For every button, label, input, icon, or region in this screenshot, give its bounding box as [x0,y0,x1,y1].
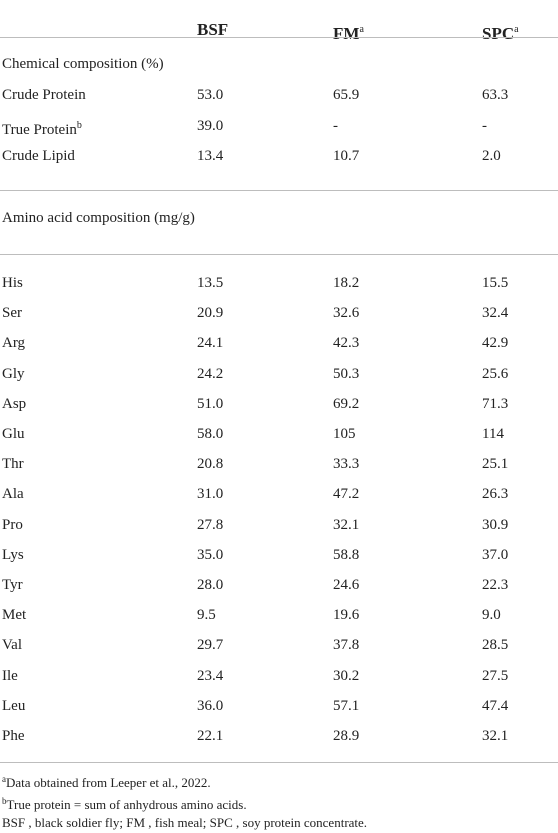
row-label: His [2,275,23,291]
footnote-abbreviations: BSF , black soldier fly; FM , fish meal;… [2,815,368,830]
cell-spc: 71.3 [482,396,509,412]
cell-spc: 22.3 [482,577,509,593]
cell-fm: 18.2 [333,275,360,291]
cell-bsf: 29.7 [197,637,224,653]
footnote-b: bTrue protein = sum of anhydrous amino a… [2,796,247,812]
cell-fm: 58.8 [333,547,360,563]
cell-bsf: 24.2 [197,366,224,382]
row-label: Phe [2,728,25,744]
cell-spc: 25.6 [482,366,509,382]
footnote-a: aData obtained from Leeper et al., 2022. [2,774,211,790]
cell-fm: 19.6 [333,607,360,623]
column-header-bsf: BSF [197,20,229,39]
cell-fm: 69.2 [333,396,360,412]
cell-bsf: 20.9 [197,305,224,321]
cell-spc: 30.9 [482,517,509,533]
cell-fm: 42.3 [333,335,360,351]
subheader-divider [0,254,558,255]
cell-fm: 50.3 [333,366,360,382]
cell-fm: 28.9 [333,728,360,744]
cell-fm: 10.7 [333,148,360,164]
cell-bsf: 28.0 [197,577,224,593]
cell-spc: 2.0 [482,148,501,164]
cell-spc: 28.5 [482,637,509,653]
section-title-amino: Amino acid composition (mg/g) [2,210,195,226]
cell-spc: 37.0 [482,547,509,563]
cell-fm: 30.2 [333,668,360,684]
cell-bsf: 13.5 [197,275,224,291]
cell-bsf: 39.0 [197,118,224,134]
cell-fm: 32.1 [333,517,360,533]
row-label: Thr [2,456,24,472]
cell-bsf: 31.0 [197,486,224,502]
column-header-fm: FMa [333,24,364,43]
cell-fm: 37.8 [333,637,360,653]
cell-spc: 32.1 [482,728,509,744]
row-label: Ile [2,668,18,684]
cell-fm: 24.6 [333,577,360,593]
cell-spc: 15.5 [482,275,509,291]
row-label: Leu [2,698,26,714]
cell-fm: 105 [333,426,356,442]
row-label: Arg [2,335,26,351]
cell-bsf: 13.4 [197,148,224,164]
cell-spc: - [482,118,487,134]
cell-bsf: 27.8 [197,517,224,533]
row-label: Asp [2,396,27,412]
cell-spc: 63.3 [482,87,509,103]
cell-spc: 32.4 [482,305,509,321]
cell-bsf: 51.0 [197,396,224,412]
row-label: Ala [2,486,24,502]
row-label: Val [2,637,22,653]
cell-spc: 25.1 [482,456,509,472]
cell-fm: 33.3 [333,456,360,472]
row-label: Tyr [2,577,23,593]
cell-fm: 57.1 [333,698,360,714]
cell-bsf: 35.0 [197,547,224,563]
cell-bsf: 20.8 [197,456,224,472]
cell-bsf: 9.5 [197,607,216,623]
cell-spc: 27.5 [482,668,509,684]
row-label: Glu [2,426,25,442]
row-label: Gly [2,366,25,382]
cell-spc: 26.3 [482,486,509,502]
row-label: Ser [2,305,22,321]
cell-spc: 47.4 [482,698,509,714]
row-label: Pro [2,517,23,533]
row-label: Crude Lipid [2,148,75,164]
column-header-spc: SPCa [482,24,519,43]
cell-bsf: 24.1 [197,335,224,351]
cell-bsf: 58.0 [197,426,224,442]
header-divider [0,37,558,38]
cell-bsf: 53.0 [197,87,224,103]
section-divider [0,190,558,191]
row-label: True Proteinb [2,120,82,138]
cell-spc: 9.0 [482,607,501,623]
row-label: Lys [2,547,24,563]
row-label: Crude Protein [2,87,86,103]
cell-spc: 114 [482,426,504,442]
cell-bsf: 36.0 [197,698,224,714]
cell-fm: 32.6 [333,305,360,321]
cell-fm: - [333,118,338,134]
row-label: Met [2,607,27,623]
cell-bsf: 22.1 [197,728,224,744]
cell-spc: 42.9 [482,335,509,351]
cell-fm: 65.9 [333,87,360,103]
section-title-chemical: Chemical composition (%) [2,56,164,72]
cell-fm: 47.2 [333,486,360,502]
cell-bsf: 23.4 [197,668,224,684]
table-bottom-rule [0,762,558,763]
